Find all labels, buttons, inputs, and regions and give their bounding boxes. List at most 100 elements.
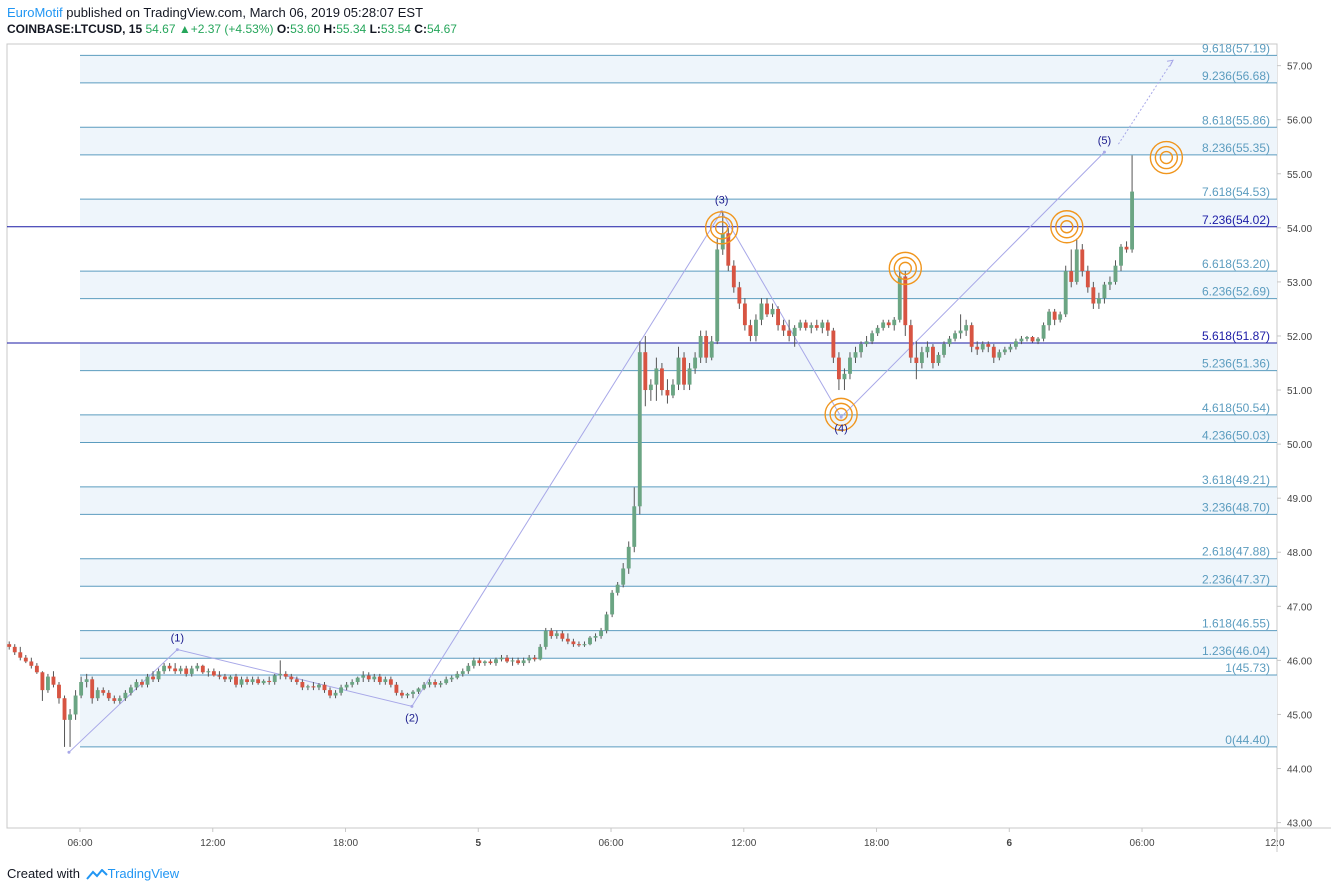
candle-body (206, 671, 211, 673)
candle-body (1036, 338, 1040, 342)
candle-body (234, 676, 238, 685)
time-tick-label: 06:00 (67, 838, 92, 849)
candle-body (184, 668, 189, 674)
candle-body (1108, 281, 1112, 285)
price-tick-label: 49.00 (1287, 494, 1312, 505)
candle-body (908, 325, 913, 358)
candle-body (400, 692, 404, 696)
target-circle-icon (1149, 140, 1184, 175)
candle-body (1096, 298, 1101, 304)
fib-band (80, 127, 1277, 155)
candle-body (892, 319, 897, 326)
price-tick-label: 55.00 (1287, 170, 1312, 181)
time-tick-label: 12:00 (731, 838, 756, 849)
candle-body (1091, 287, 1096, 304)
candle-body (40, 672, 45, 691)
candle-body (477, 660, 482, 664)
wave-projection-line (1118, 59, 1174, 145)
price-tick-label: 57.00 (1287, 62, 1312, 73)
candle-body (350, 682, 355, 685)
candle-body (881, 322, 886, 328)
candle-body (853, 352, 858, 358)
candle-body (18, 652, 23, 658)
candle-body (84, 679, 89, 683)
candle-body (339, 687, 344, 693)
candle-body (936, 354, 941, 364)
candle-body (151, 676, 155, 680)
fib-level-label: 7.236(54.02) (1202, 213, 1270, 227)
candle-body (715, 249, 720, 342)
target-circle-icon (704, 211, 739, 245)
candle-body (167, 665, 172, 669)
candle-body (112, 698, 117, 701)
wave-point (175, 648, 179, 652)
candle-body (294, 679, 299, 683)
wave-point (410, 704, 414, 708)
target-circle-icon (898, 261, 912, 276)
candle-body (68, 714, 72, 720)
candle-body (178, 668, 183, 672)
candle-body (372, 676, 377, 680)
fib-level-label: 3.236(48.70) (1202, 500, 1270, 514)
candle-body (704, 335, 709, 358)
candle-body (809, 325, 814, 328)
fib-level-label: 1.236(46.04) (1202, 644, 1270, 658)
close-value: 54.67 (426, 22, 457, 36)
candle-body (1085, 271, 1090, 288)
target-circle-icon (714, 221, 729, 235)
tradingview-brand[interactable]: TradingView (107, 866, 180, 881)
price-tick-label: 48.00 (1287, 548, 1312, 559)
candle-body (577, 644, 581, 646)
candle-body (654, 368, 659, 385)
candle-body (217, 675, 222, 677)
candle-body (34, 665, 39, 673)
candle-body (776, 308, 781, 326)
candle-body (765, 303, 769, 315)
fib-level-label: 2.236(47.37) (1202, 572, 1270, 586)
candle-body (239, 679, 244, 685)
candle-body (449, 677, 454, 680)
time-tick-label: 12:00 (200, 838, 225, 849)
candle-body (676, 357, 681, 385)
high-value: 55.34 (336, 22, 367, 36)
price-tick-label: 43.00 (1287, 819, 1312, 830)
open-label: O: (276, 22, 291, 36)
candle-body (388, 679, 393, 685)
candle-body (980, 344, 985, 350)
candle-body (538, 646, 543, 660)
candle-body (162, 665, 167, 672)
candle-body (1063, 271, 1068, 315)
projection-arrow-icon (1166, 59, 1174, 67)
candle-body (12, 646, 17, 653)
candle-body (825, 322, 830, 331)
candle-body (416, 688, 421, 692)
wave-label: (2) (405, 712, 418, 724)
fib-level-label: 9.618(57.19) (1202, 41, 1270, 55)
candle-body (975, 346, 980, 350)
candle-body (560, 633, 565, 639)
wave-label: (5) (1098, 135, 1111, 147)
candle-body (1013, 341, 1018, 347)
symbol-label: COINBASE:LTCUSD, 15 (7, 22, 143, 36)
elliott-wave-line (68, 151, 1105, 753)
candle-body (328, 690, 332, 696)
candle-body (991, 346, 996, 358)
candle-body (770, 308, 775, 315)
target-circle-icon (1055, 215, 1079, 239)
fib-band (80, 486, 1277, 515)
candle-body (488, 661, 493, 664)
candle-body (543, 630, 548, 647)
wave-label: (3) (715, 195, 728, 207)
open-value: 53.60 (290, 22, 321, 36)
fib-level-label: 4.236(50.03) (1202, 428, 1270, 442)
candle-body (1102, 284, 1107, 299)
candle-body (820, 322, 825, 328)
author-link[interactable]: EuroMotif (7, 5, 63, 20)
wave-label: (4) (834, 423, 847, 435)
candle-body (914, 357, 919, 364)
target-circle-icon (829, 402, 853, 427)
candle-body (709, 341, 714, 358)
candle-body (897, 276, 902, 320)
target-circle-icon (1154, 145, 1179, 170)
